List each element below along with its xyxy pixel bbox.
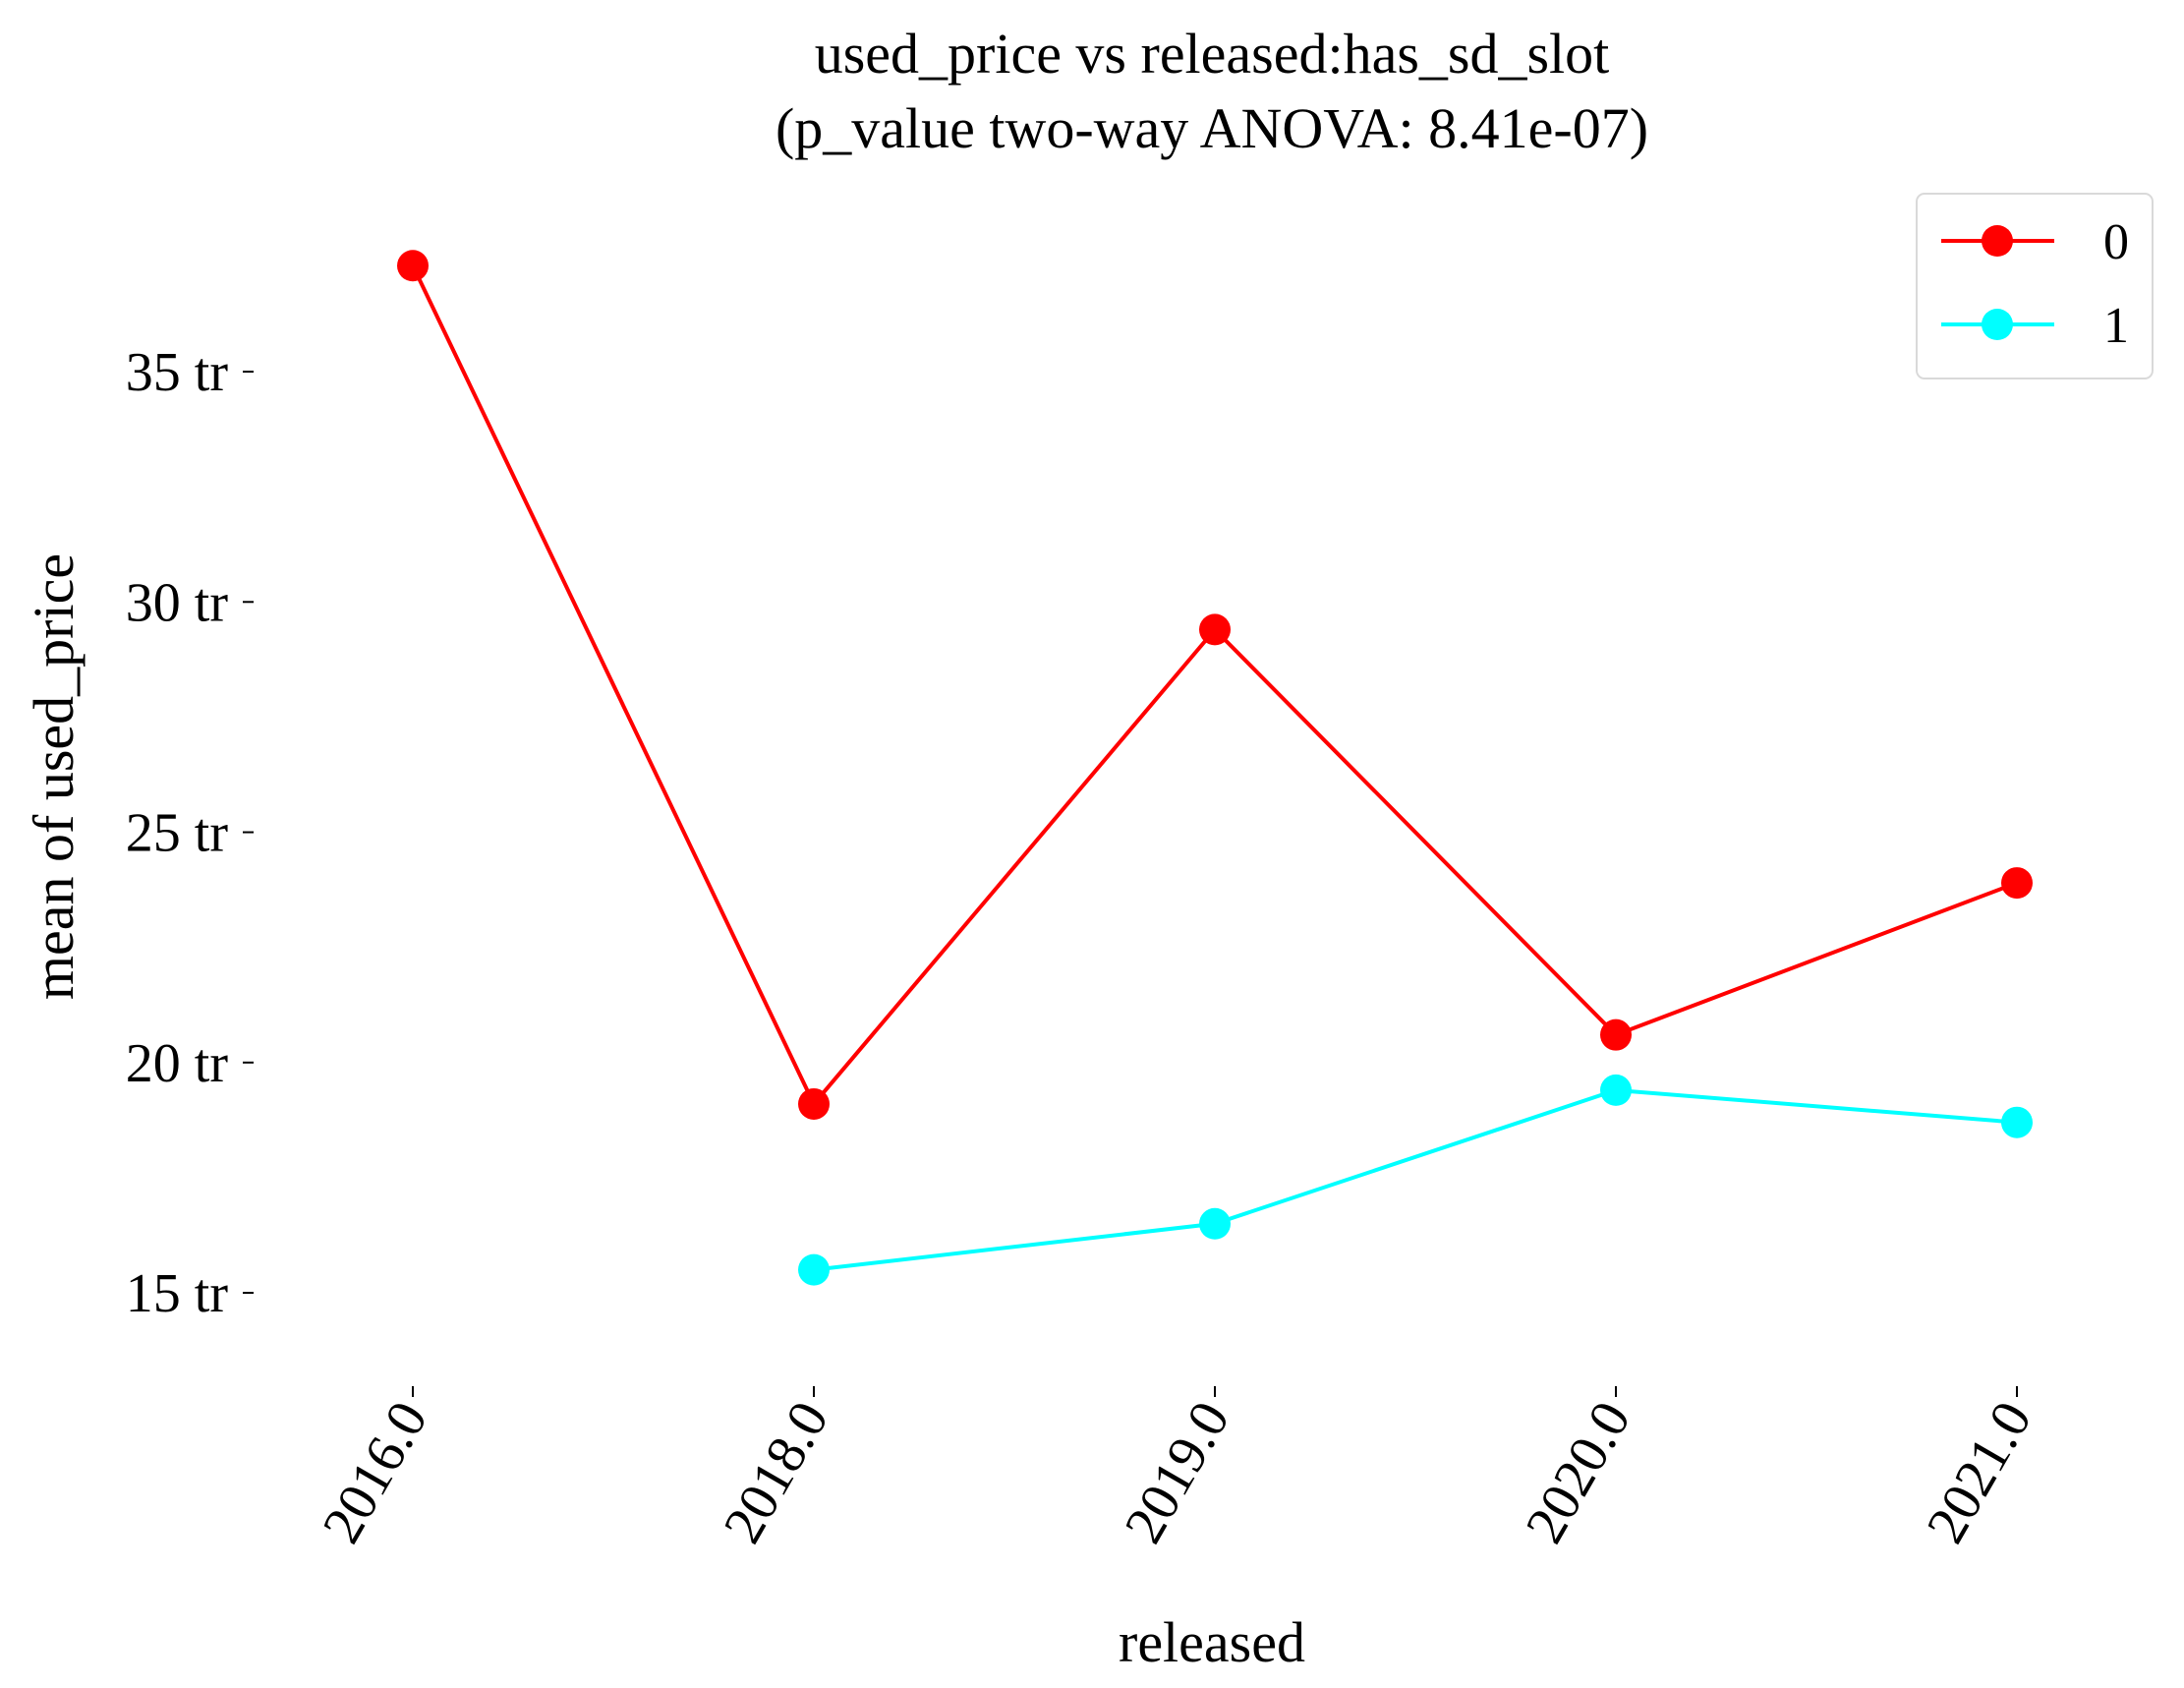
legend: 01 xyxy=(1916,193,2154,379)
x-axis-label: released xyxy=(1119,1610,1305,1674)
legend-marker xyxy=(1982,309,2013,340)
data-point xyxy=(798,1087,830,1120)
x-tick-label: 2021.0 xyxy=(1916,1392,2044,1553)
y-tick-label: 15 tr xyxy=(126,1263,229,1324)
series-0 xyxy=(397,250,2033,1120)
y-tick-label: 35 tr xyxy=(126,342,229,403)
y-tick-label: 20 tr xyxy=(126,1033,229,1094)
legend-marker xyxy=(1982,225,2013,257)
y-axis-label: mean of used_price xyxy=(22,553,86,1000)
legend-label: 1 xyxy=(2103,298,2129,354)
series-line xyxy=(411,264,2018,1106)
data-point xyxy=(2001,1106,2033,1138)
y-tick-label: 30 tr xyxy=(126,572,229,633)
data-point xyxy=(1199,613,1231,646)
x-tick-label: 2020.0 xyxy=(1515,1392,1643,1553)
legend-item: 1 xyxy=(1941,298,2129,354)
data-point xyxy=(397,250,429,282)
chart-subtitle: (p_value two-way ANOVA: 8.41e-07) xyxy=(776,96,1648,160)
data-point xyxy=(1600,1019,1632,1051)
series-layer xyxy=(397,250,2033,1286)
chart-title: used_price vs released:has_sd_slot xyxy=(815,22,1610,86)
data-point xyxy=(1199,1207,1231,1240)
data-point xyxy=(1600,1074,1632,1106)
x-tick-label: 2019.0 xyxy=(1114,1392,1242,1553)
series-1 xyxy=(798,1074,2033,1286)
x-tick-label: 2016.0 xyxy=(312,1392,440,1553)
data-point xyxy=(798,1253,830,1286)
y-axis: 15 tr 20 tr 25 tr 30 tr 35 tr xyxy=(126,342,254,1324)
x-axis: 2016.0 2018.0 2019.0 2020.0 2021.0 xyxy=(312,1386,2044,1553)
data-point xyxy=(2001,867,2033,900)
legend-label: 0 xyxy=(2103,214,2129,270)
y-tick-label: 25 tr xyxy=(126,803,229,864)
legend-item: 0 xyxy=(1941,214,2129,270)
x-tick-label: 2018.0 xyxy=(713,1392,841,1553)
series-line xyxy=(813,1087,2018,1272)
